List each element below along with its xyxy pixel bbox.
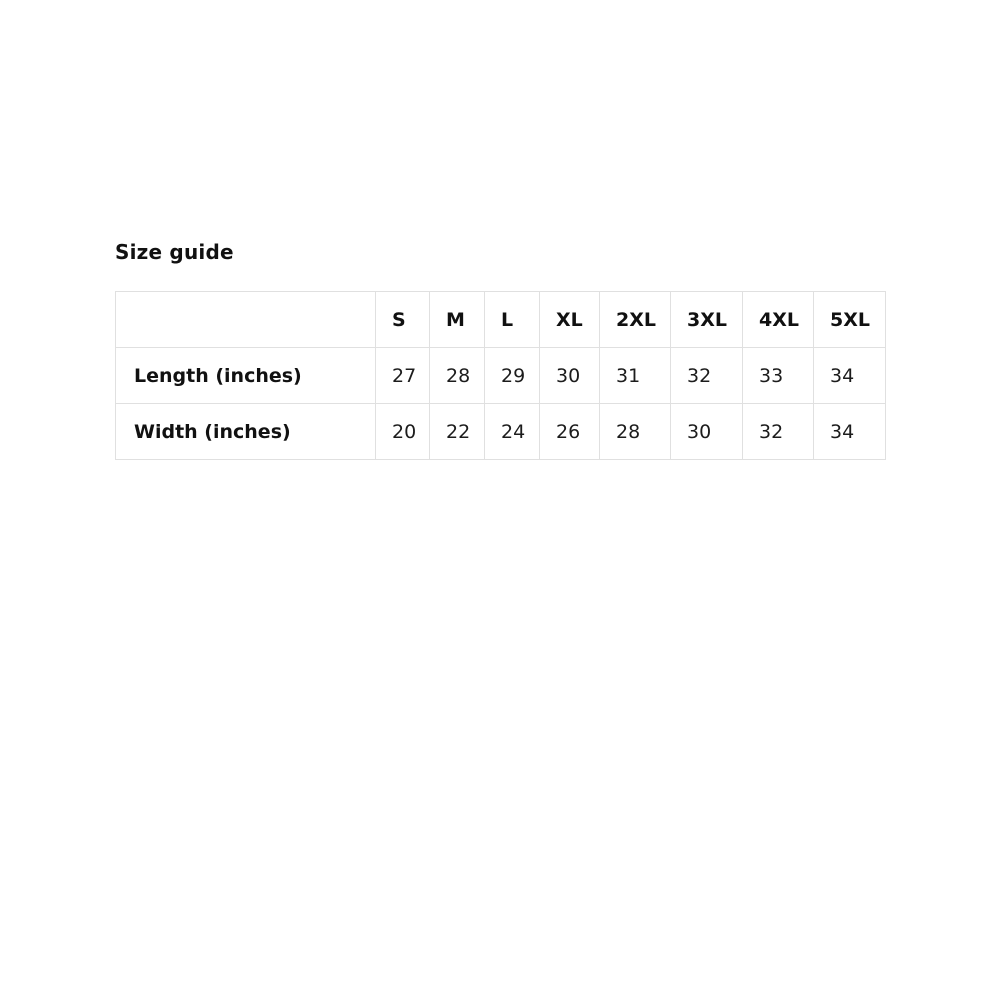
size-guide-header-row: S M L XL 2XL 3XL 4XL 5XL [115,291,886,348]
cell-width-3xl: 30 [670,403,743,460]
cell-length-m: 28 [429,347,485,404]
row-label-length: Length (inches) [115,347,376,404]
size-guide-table: S M L XL 2XL 3XL 4XL 5XL Length (inches)… [115,291,886,460]
header-cell-size-3xl: 3XL [670,291,743,348]
header-cell-size-4xl: 4XL [742,291,814,348]
header-cell-size-5xl: 5XL [813,291,886,348]
cell-length-l: 29 [484,347,540,404]
size-guide-title: Size guide [115,240,234,264]
table-row-width: Width (inches) 20 22 24 26 28 30 32 34 [115,403,886,460]
cell-length-s: 27 [375,347,430,404]
cell-width-4xl: 32 [742,403,814,460]
header-cell-empty [115,291,376,348]
cell-length-5xl: 34 [813,347,886,404]
cell-length-2xl: 31 [599,347,671,404]
header-cell-size-2xl: 2XL [599,291,671,348]
cell-length-xl: 30 [539,347,600,404]
header-cell-size-m: M [429,291,485,348]
header-cell-size-xl: XL [539,291,600,348]
cell-width-xl: 26 [539,403,600,460]
header-cell-size-s: S [375,291,430,348]
row-label-width: Width (inches) [115,403,376,460]
cell-width-s: 20 [375,403,430,460]
header-cell-size-l: L [484,291,540,348]
cell-width-5xl: 34 [813,403,886,460]
cell-width-2xl: 28 [599,403,671,460]
cell-width-l: 24 [484,403,540,460]
cell-length-4xl: 33 [742,347,814,404]
table-row-length: Length (inches) 27 28 29 30 31 32 33 34 [115,347,886,404]
cell-width-m: 22 [429,403,485,460]
cell-length-3xl: 32 [670,347,743,404]
